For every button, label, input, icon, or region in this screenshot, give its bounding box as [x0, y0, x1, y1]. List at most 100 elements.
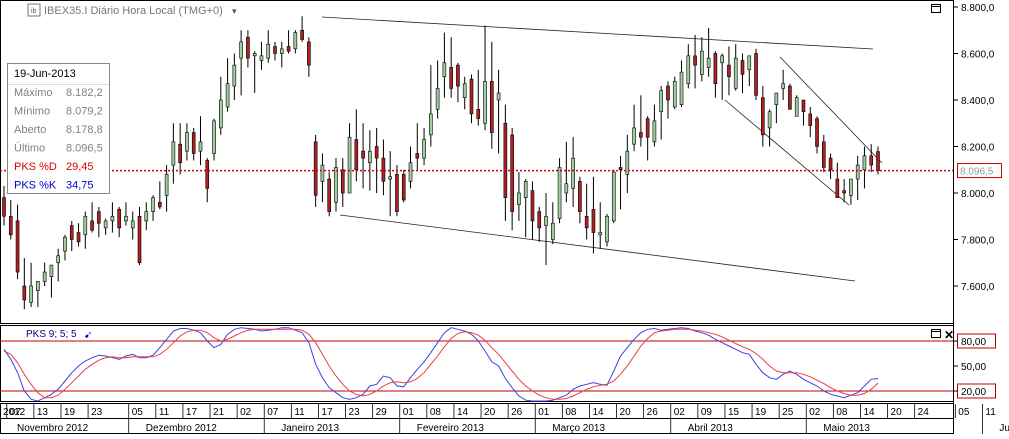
candle-body — [354, 139, 359, 171]
price-tick-label: 8.400,0 — [961, 96, 995, 107]
candle-body — [469, 78, 474, 115]
info-date: 19-Jun-2013 — [14, 68, 76, 80]
last-price-marker — [957, 163, 1002, 179]
candle-body — [415, 153, 420, 159]
date-label: 17 — [186, 407, 198, 418]
month-label: Novembro 2012 — [17, 423, 89, 434]
date-label: 24 — [918, 407, 930, 418]
title-dropdown-icon[interactable]: ▾ — [232, 6, 237, 16]
price-tick-label: 7.600,0 — [961, 282, 995, 293]
candle-body — [246, 36, 250, 59]
candle-body — [544, 215, 548, 226]
candle-body — [862, 155, 867, 171]
candle-body — [693, 55, 697, 66]
candle-body — [266, 43, 271, 59]
candle-body — [801, 99, 806, 112]
candle-body — [63, 236, 67, 252]
date-label: 11 — [985, 407, 996, 418]
info-value: 8.178,8 — [66, 124, 103, 136]
month-label: Fevereiro 2013 — [417, 423, 485, 434]
candle-body — [591, 208, 596, 233]
candle-body — [388, 176, 392, 180]
candle-body — [842, 190, 846, 194]
candle-body — [117, 208, 121, 229]
indicator-settings-icon[interactable]: ➹ — [84, 330, 92, 341]
candle-body — [124, 215, 128, 222]
candle-body — [483, 81, 487, 124]
date-label: 14 — [592, 407, 604, 418]
date-label: 19 — [64, 407, 76, 418]
candle-body — [808, 113, 813, 126]
info-label: Aberto — [14, 124, 46, 136]
candle-body — [110, 215, 115, 222]
indicator-levels — [0, 340, 953, 392]
candle-body — [564, 183, 569, 194]
candle-body — [727, 64, 731, 78]
candle-body — [374, 146, 379, 159]
candle-body — [672, 81, 677, 108]
month-label: Maio 2013 — [823, 423, 870, 434]
candle-body — [69, 225, 74, 240]
candle-body — [171, 141, 176, 166]
candle-body — [273, 46, 277, 54]
candle-body — [476, 109, 481, 119]
month-label: Junho 2013 — [999, 423, 1009, 434]
candle-body — [530, 190, 535, 222]
info-value: 34,75 — [66, 180, 94, 192]
month-label: Dezembro 2012 — [146, 423, 218, 434]
candle-body — [395, 174, 399, 212]
candle-body — [442, 62, 447, 78]
date-label: 26 — [647, 407, 659, 418]
candlesticks — [2, 16, 880, 310]
trend-channels — [321, 16, 883, 282]
price-axis: 7.600,0 7.800,0 8.000,0 8.200,0 8.400,0 8.600… — [953, 3, 995, 293]
candle-body — [550, 222, 555, 240]
instrument-icon[interactable] — [27, 3, 41, 17]
maximize-panel-icon[interactable] — [931, 4, 941, 13]
info-value: 29,45 — [66, 161, 94, 173]
month-label: Abril 2013 — [688, 423, 733, 434]
date-label: 07 — [267, 407, 279, 418]
candle-body — [56, 255, 61, 264]
close-indicator-icon[interactable]: ✕ — [944, 328, 954, 342]
indicator-lines — [3, 327, 879, 402]
date-label: 25 — [782, 407, 794, 418]
candle-body — [490, 81, 494, 133]
candle-body — [313, 141, 318, 196]
candle-body — [815, 118, 819, 147]
candle-body — [293, 32, 298, 50]
date-label: 21 — [213, 407, 225, 418]
date-label: 23 — [349, 407, 361, 418]
candle-body — [151, 197, 155, 212]
date-label: 08 — [430, 407, 442, 418]
candle-body — [652, 120, 657, 143]
candle-body — [185, 132, 189, 152]
candle-body — [286, 46, 291, 52]
last-price-label: 8.096,5 — [960, 167, 994, 178]
candle-body — [713, 53, 718, 85]
date-label: 01 — [538, 407, 550, 418]
candle-body — [232, 64, 237, 87]
candle-body — [720, 55, 724, 64]
date-label: 20 — [891, 407, 903, 418]
candle-body — [2, 197, 6, 217]
info-label: PKS %D — [14, 161, 57, 173]
indicator-tick-label: 20,00 — [961, 387, 986, 398]
candle-body — [90, 220, 94, 231]
price-tick-label: 7.800,0 — [961, 236, 995, 247]
candle-body — [462, 83, 467, 98]
candle-body — [666, 85, 670, 101]
candle-body — [97, 211, 101, 224]
candle-body — [401, 174, 406, 201]
info-label: Mínimo — [14, 106, 50, 118]
date-label: 08 — [565, 407, 577, 418]
indicator-label[interactable]: PKS 9; 5; 5 — [26, 329, 77, 340]
indicator-panel-frame — [0, 325, 954, 402]
chart-title[interactable]: IBEX35.I Diário Hora Local (TMG+0) — [44, 5, 223, 17]
candle-body — [496, 92, 501, 101]
price-tick-label: 8.600,0 — [961, 50, 995, 61]
maximize-indicator-icon[interactable] — [931, 329, 941, 338]
candle-body — [239, 41, 243, 59]
date-label: 13 — [37, 407, 49, 418]
date-label: 17 — [321, 407, 333, 418]
